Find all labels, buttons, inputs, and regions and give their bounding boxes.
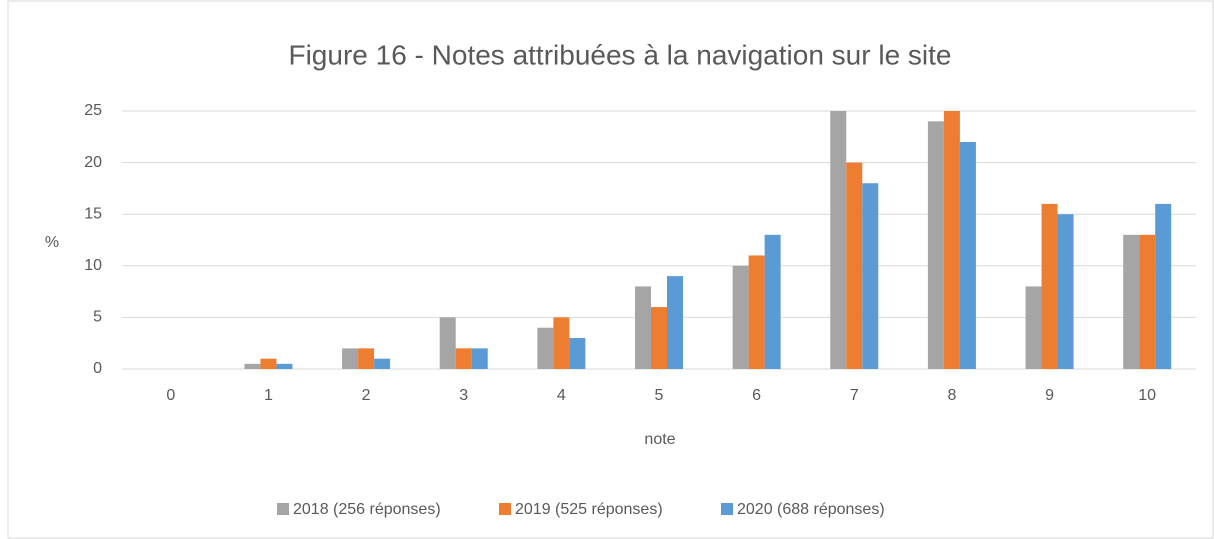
x-tick-label: 3 <box>459 387 468 404</box>
bar <box>358 348 375 369</box>
bar <box>667 276 683 369</box>
bar <box>830 111 847 369</box>
bar <box>439 317 456 369</box>
bar <box>1041 203 1058 369</box>
bar <box>943 111 960 369</box>
bar <box>537 327 554 369</box>
x-tick-label: 8 <box>947 387 956 404</box>
bar <box>342 348 359 369</box>
x-tick-label: 7 <box>850 387 859 404</box>
bar <box>748 255 765 369</box>
y-tick-label: 10 <box>84 257 102 274</box>
bar <box>764 234 781 369</box>
y-tick-label: 15 <box>84 205 102 222</box>
bar <box>1123 234 1140 369</box>
x-tick-label: 5 <box>655 387 664 404</box>
bar <box>1139 234 1156 369</box>
y-tick-label: 0 <box>93 360 102 377</box>
chart-border <box>7 0 1214 539</box>
x-tick-label: 9 <box>1045 387 1054 404</box>
y-tick-label: 20 <box>84 154 102 171</box>
bar <box>846 162 863 369</box>
bar <box>260 358 277 369</box>
bar <box>1155 203 1172 369</box>
bar <box>569 338 586 369</box>
x-tick-label: 0 <box>166 387 175 404</box>
x-tick-label: 2 <box>362 387 371 404</box>
bar <box>374 358 391 369</box>
bar <box>553 317 570 369</box>
bar <box>244 363 261 369</box>
legend-swatch <box>499 503 511 515</box>
y-tick-label: 25 <box>84 102 102 119</box>
bar <box>635 286 651 369</box>
bar <box>959 141 976 369</box>
x-tick-label: 4 <box>557 387 566 404</box>
bar <box>651 307 667 369</box>
y-tick-label: 5 <box>93 309 102 326</box>
bar <box>1057 214 1074 369</box>
x-axis-label: note <box>644 431 675 448</box>
bar <box>1025 286 1042 369</box>
bar <box>276 363 293 369</box>
legend-swatch <box>277 503 289 515</box>
bar <box>927 121 944 369</box>
legend-swatch <box>721 503 733 515</box>
legend-label: 2019 (525 réponses) <box>515 501 663 518</box>
chart-title: Figure 16 - Notes attribuées à la naviga… <box>288 39 951 70</box>
legend-label: 2020 (688 réponses) <box>737 501 885 518</box>
x-tick-label: 10 <box>1138 387 1156 404</box>
x-tick-label: 6 <box>752 387 761 404</box>
bar <box>455 348 472 369</box>
bar <box>471 348 488 369</box>
bar <box>862 183 879 369</box>
bar <box>732 265 749 369</box>
y-axis-label: % <box>45 234 59 251</box>
legend-label: 2018 (256 réponses) <box>293 501 441 518</box>
x-tick-label: 1 <box>264 387 273 404</box>
